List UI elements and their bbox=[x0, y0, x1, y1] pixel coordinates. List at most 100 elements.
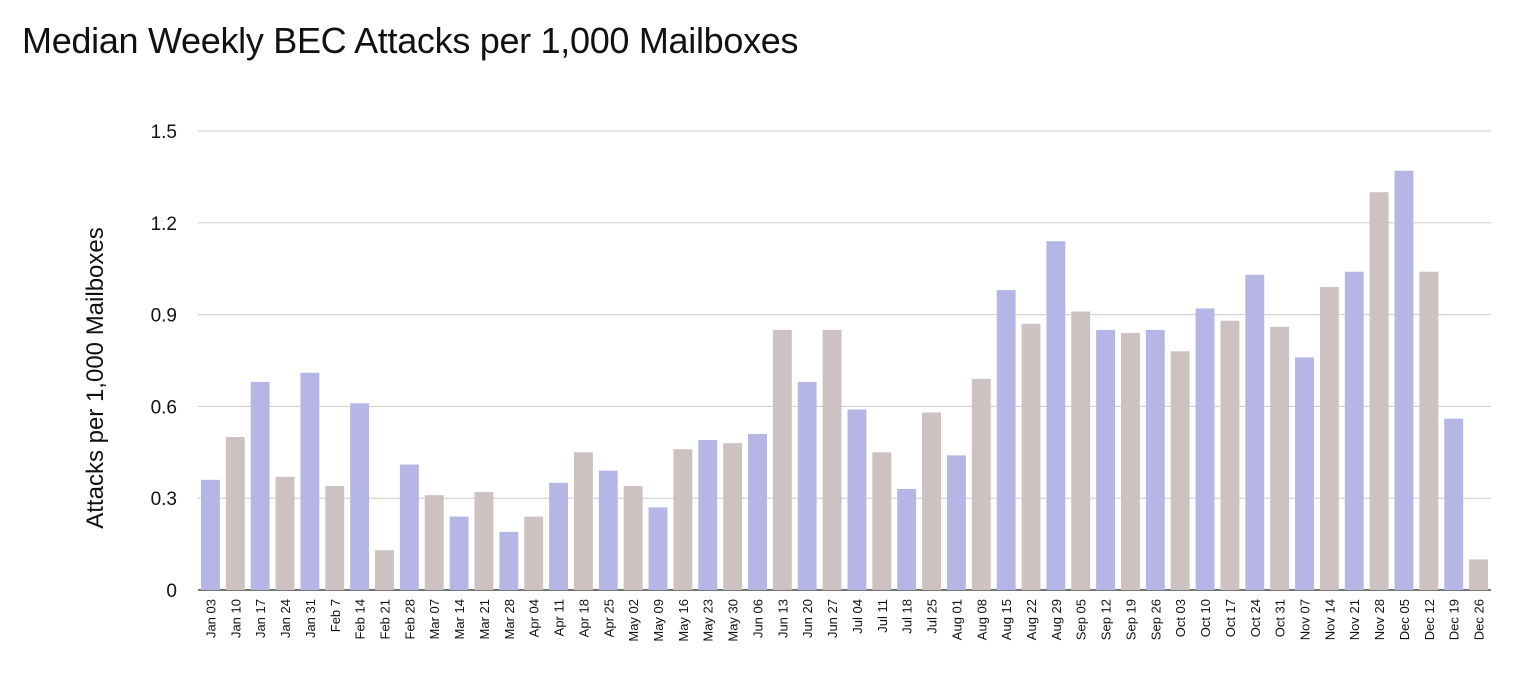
bar bbox=[225, 437, 245, 590]
x-tick-label: Dec 12 bbox=[1422, 599, 1437, 640]
bar bbox=[1469, 559, 1489, 590]
x-tick-label: Mar 28 bbox=[502, 599, 517, 639]
bar bbox=[474, 492, 494, 590]
bar bbox=[1369, 192, 1389, 590]
bar bbox=[300, 372, 320, 590]
x-tick-label: Jul 18 bbox=[900, 599, 915, 634]
bar bbox=[1046, 241, 1066, 590]
bar bbox=[1145, 329, 1165, 590]
x-axis-labels: Jan 03 Jan 10 Jan 17 Jan 24 Jan 31 Feb 7 Feb 1… bbox=[203, 599, 1486, 642]
x-tick-label: Sep 05 bbox=[1074, 599, 1089, 640]
bar bbox=[847, 409, 867, 590]
x-tick-label: Jul 04 bbox=[850, 599, 865, 634]
x-tick-label: Jun 27 bbox=[825, 599, 840, 638]
bar bbox=[872, 452, 892, 590]
x-tick-label: Aug 01 bbox=[949, 599, 964, 640]
bar bbox=[1444, 418, 1464, 590]
x-tick-label: Aug 29 bbox=[1049, 599, 1064, 640]
x-tick-label: May 02 bbox=[626, 599, 641, 642]
bar bbox=[1121, 332, 1140, 590]
x-tick-label: Feb 7 bbox=[328, 599, 343, 632]
x-tick-label: Dec 26 bbox=[1472, 599, 1487, 640]
x-tick-label: Dec 19 bbox=[1447, 599, 1462, 640]
bar bbox=[797, 381, 817, 590]
x-tick-label: May 16 bbox=[676, 599, 691, 642]
bar bbox=[499, 531, 519, 590]
bar bbox=[573, 452, 593, 590]
x-tick-label: Aug 22 bbox=[1024, 599, 1039, 640]
x-tick-label: Jun 20 bbox=[800, 599, 815, 638]
bar bbox=[1021, 323, 1041, 590]
bar bbox=[648, 507, 668, 590]
bar bbox=[971, 378, 991, 590]
bar bbox=[598, 470, 618, 590]
y-tick-label: 0 bbox=[166, 581, 177, 602]
bar bbox=[897, 489, 917, 590]
y-tick-label: 0.6 bbox=[151, 397, 177, 418]
x-tick-label: Nov 07 bbox=[1298, 599, 1313, 640]
x-tick-label: Nov 21 bbox=[1347, 599, 1362, 640]
x-tick-label: Mar 21 bbox=[477, 599, 492, 639]
bar bbox=[399, 464, 419, 590]
x-tick-label: Sep 19 bbox=[1123, 599, 1138, 640]
bar bbox=[250, 381, 270, 590]
bar bbox=[449, 516, 469, 590]
bar bbox=[1344, 271, 1364, 590]
x-tick-label: Feb 14 bbox=[353, 599, 368, 639]
x-tick-label: Feb 21 bbox=[377, 599, 392, 639]
y-tick-label: 1.2 bbox=[151, 214, 177, 235]
x-tick-label: Jan 17 bbox=[253, 599, 268, 638]
bar bbox=[1195, 308, 1215, 590]
bar bbox=[1295, 357, 1314, 590]
x-tick-label: Sep 26 bbox=[1148, 599, 1163, 640]
bar bbox=[424, 495, 444, 590]
x-tick-label: Apr 11 bbox=[552, 599, 567, 636]
y-tick-label: 0.3 bbox=[151, 489, 177, 510]
chart-title: Median Weekly BEC Attacks per 1,000 Mail… bbox=[22, 20, 799, 61]
x-tick-label: Oct 24 bbox=[1248, 599, 1263, 637]
bar bbox=[350, 403, 370, 590]
bar bbox=[1170, 351, 1190, 590]
bar bbox=[1096, 329, 1116, 590]
x-tick-label: Dec 05 bbox=[1397, 599, 1412, 640]
bar bbox=[822, 329, 842, 590]
x-tick-label: Mar 07 bbox=[427, 599, 442, 639]
bar bbox=[922, 412, 941, 590]
x-tick-label: Jan 31 bbox=[303, 599, 318, 638]
bar bbox=[996, 290, 1016, 590]
x-tick-label: Jan 24 bbox=[278, 599, 293, 638]
bar bbox=[698, 440, 718, 590]
bar bbox=[673, 449, 693, 590]
bar bbox=[549, 482, 568, 590]
y-tick-label: 0.9 bbox=[151, 306, 177, 327]
x-tick-label: Jan 03 bbox=[203, 599, 218, 638]
bars bbox=[200, 170, 1489, 590]
x-tick-label: Nov 14 bbox=[1322, 599, 1337, 640]
bar bbox=[1071, 311, 1091, 590]
x-tick-label: Jan 10 bbox=[228, 599, 243, 638]
bar bbox=[723, 443, 743, 590]
bar bbox=[1319, 287, 1339, 590]
x-tick-label: Oct 10 bbox=[1198, 599, 1213, 637]
x-tick-label: Jun 06 bbox=[750, 599, 765, 638]
x-tick-label: Oct 31 bbox=[1273, 599, 1288, 637]
y-tick-label: 1.5 bbox=[151, 122, 177, 143]
x-tick-label: May 09 bbox=[651, 599, 666, 642]
bar bbox=[524, 516, 544, 590]
bar bbox=[275, 476, 295, 590]
bar bbox=[623, 485, 643, 590]
bar bbox=[1419, 271, 1439, 590]
x-tick-label: Nov 28 bbox=[1372, 599, 1387, 640]
bar bbox=[325, 485, 345, 590]
x-tick-label: Sep 12 bbox=[1099, 599, 1114, 640]
x-tick-label: Oct 03 bbox=[1173, 599, 1188, 637]
x-tick-label: Jun 13 bbox=[775, 599, 790, 638]
bar bbox=[946, 455, 966, 590]
x-tick-label: Aug 15 bbox=[999, 599, 1014, 640]
x-tick-label: May 30 bbox=[726, 599, 741, 642]
bar bbox=[1270, 326, 1290, 590]
x-tick-label: Feb 28 bbox=[402, 599, 417, 639]
x-tick-label: Oct 17 bbox=[1223, 599, 1238, 637]
x-tick-label: Jul 11 bbox=[875, 599, 890, 633]
